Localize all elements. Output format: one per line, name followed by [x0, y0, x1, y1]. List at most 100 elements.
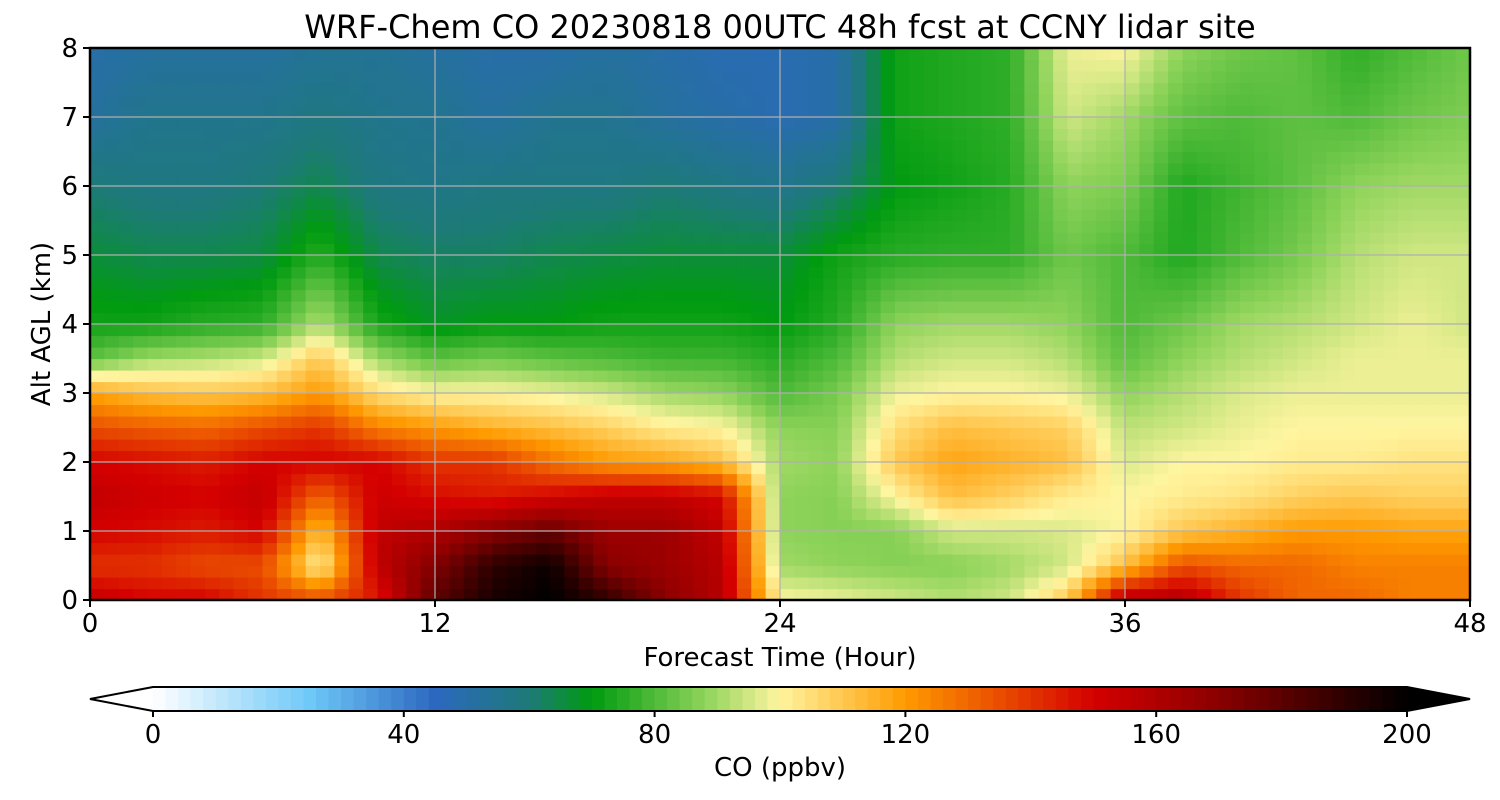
- y-tick-label: 7: [61, 103, 78, 133]
- heatmap-cell: [1067, 554, 1083, 567]
- heatmap-cell: [1283, 439, 1299, 452]
- heatmap-cell: [1168, 243, 1184, 256]
- heatmap-cell: [262, 278, 278, 291]
- heatmap-cell: [607, 404, 623, 417]
- heatmap-cell: [1441, 312, 1457, 325]
- heatmap-cell: [1412, 519, 1428, 532]
- heatmap-cell: [1254, 358, 1270, 371]
- heatmap-cell: [1340, 94, 1356, 107]
- heatmap-cell: [463, 439, 479, 452]
- heatmap-cell: [751, 462, 767, 475]
- heatmap-cell: [1326, 473, 1342, 486]
- heatmap-cell: [377, 496, 393, 509]
- heatmap-cell: [636, 508, 652, 521]
- heatmap-cell: [722, 278, 738, 291]
- heatmap-cell: [736, 105, 752, 118]
- heatmap-cell: [1426, 404, 1442, 417]
- heatmap-cell: [147, 140, 163, 153]
- heatmap-cell: [248, 163, 264, 176]
- heatmap-cell: [1254, 485, 1270, 498]
- heatmap-cell: [1139, 220, 1155, 233]
- heatmap-cell: [391, 289, 407, 302]
- heatmap-cell: [348, 186, 364, 199]
- heatmap-cell: [1297, 163, 1313, 176]
- heatmap-cell: [679, 163, 695, 176]
- heatmap-cell: [665, 59, 680, 72]
- heatmap-cell: [492, 151, 508, 164]
- heatmap-cell: [808, 232, 824, 245]
- heatmap-cell: [909, 140, 925, 153]
- heatmap-cell: [1441, 220, 1457, 233]
- heatmap-cell: [391, 128, 407, 141]
- heatmap-cell: [1441, 393, 1457, 406]
- heatmap-cell: [449, 554, 465, 567]
- heatmap-cell: [851, 508, 867, 521]
- heatmap-cell: [1024, 209, 1040, 222]
- heatmap-cell: [693, 335, 709, 348]
- heatmap-cell: [808, 128, 824, 141]
- heatmap-cell: [837, 140, 853, 153]
- heatmap-cell: [650, 347, 666, 360]
- heatmap-cell: [161, 48, 177, 61]
- heatmap-cell: [233, 508, 249, 521]
- heatmap-cell: [952, 301, 968, 314]
- heatmap-cell: [1254, 370, 1270, 383]
- heatmap-cell: [1455, 462, 1471, 475]
- heatmap-cell: [593, 462, 609, 475]
- heatmap-cell: [147, 358, 163, 371]
- heatmap-cell: [535, 117, 551, 130]
- heatmap-cell: [478, 266, 494, 279]
- heatmap-cell: [564, 163, 580, 176]
- heatmap-cell: [1225, 232, 1241, 245]
- heatmap-cell: [506, 186, 522, 199]
- heatmap-cell: [823, 358, 839, 371]
- heatmap-cell: [449, 312, 465, 325]
- heatmap-cell: [708, 588, 724, 601]
- heatmap-cell: [1024, 496, 1040, 509]
- heatmap-cell: [966, 117, 982, 130]
- heatmap-cell: [736, 186, 752, 199]
- heatmap-cell: [593, 163, 609, 176]
- heatmap-cell: [133, 266, 149, 279]
- heatmap-cell: [1283, 128, 1299, 141]
- heatmap-cell: [1225, 312, 1241, 325]
- heatmap-cell: [291, 519, 307, 532]
- heatmap-cell: [1311, 140, 1327, 153]
- heatmap-cell: [406, 347, 422, 360]
- heatmap-cell: [794, 278, 810, 291]
- heatmap-cell: [377, 105, 393, 118]
- heatmap-cell: [478, 71, 494, 84]
- heatmap-cell: [492, 232, 508, 245]
- heatmap-cell: [636, 519, 652, 532]
- heatmap-cell: [550, 197, 565, 210]
- heatmap-cell: [435, 358, 450, 371]
- heatmap-cell: [161, 462, 177, 475]
- heatmap-cell: [147, 588, 163, 601]
- heatmap-cell: [449, 324, 465, 337]
- heatmap-cell: [377, 531, 393, 544]
- heatmap-cell: [1053, 128, 1069, 141]
- heatmap-cell: [708, 48, 724, 61]
- heatmap-cell: [334, 232, 350, 245]
- heatmap-cell: [320, 404, 335, 417]
- colorbar-segment: [153, 687, 167, 711]
- heatmap-cell: [1254, 542, 1270, 555]
- heatmap-cell: [679, 370, 695, 383]
- heatmap-cell: [1153, 335, 1169, 348]
- heatmap-cell: [435, 117, 450, 130]
- heatmap-cell: [751, 324, 767, 337]
- heatmap-cell: [1053, 197, 1069, 210]
- heatmap-cell: [535, 370, 551, 383]
- heatmap-cell: [521, 416, 537, 429]
- heatmap-cell: [1355, 197, 1370, 210]
- heatmap-cell: [1125, 82, 1140, 95]
- heatmap-cell: [895, 197, 910, 210]
- heatmap-cell: [1168, 255, 1184, 268]
- heatmap-cell: [880, 232, 896, 245]
- heatmap-cell: [1024, 140, 1040, 153]
- heatmap-cell: [550, 140, 565, 153]
- heatmap-cell: [952, 473, 968, 486]
- colorbar-segment: [316, 687, 330, 711]
- heatmap-cell: [621, 140, 637, 153]
- heatmap-cell: [176, 416, 192, 429]
